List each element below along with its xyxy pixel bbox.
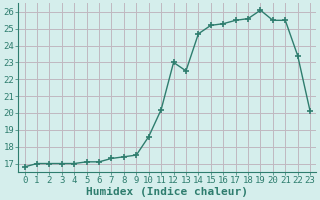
X-axis label: Humidex (Indice chaleur): Humidex (Indice chaleur) bbox=[86, 186, 248, 197]
